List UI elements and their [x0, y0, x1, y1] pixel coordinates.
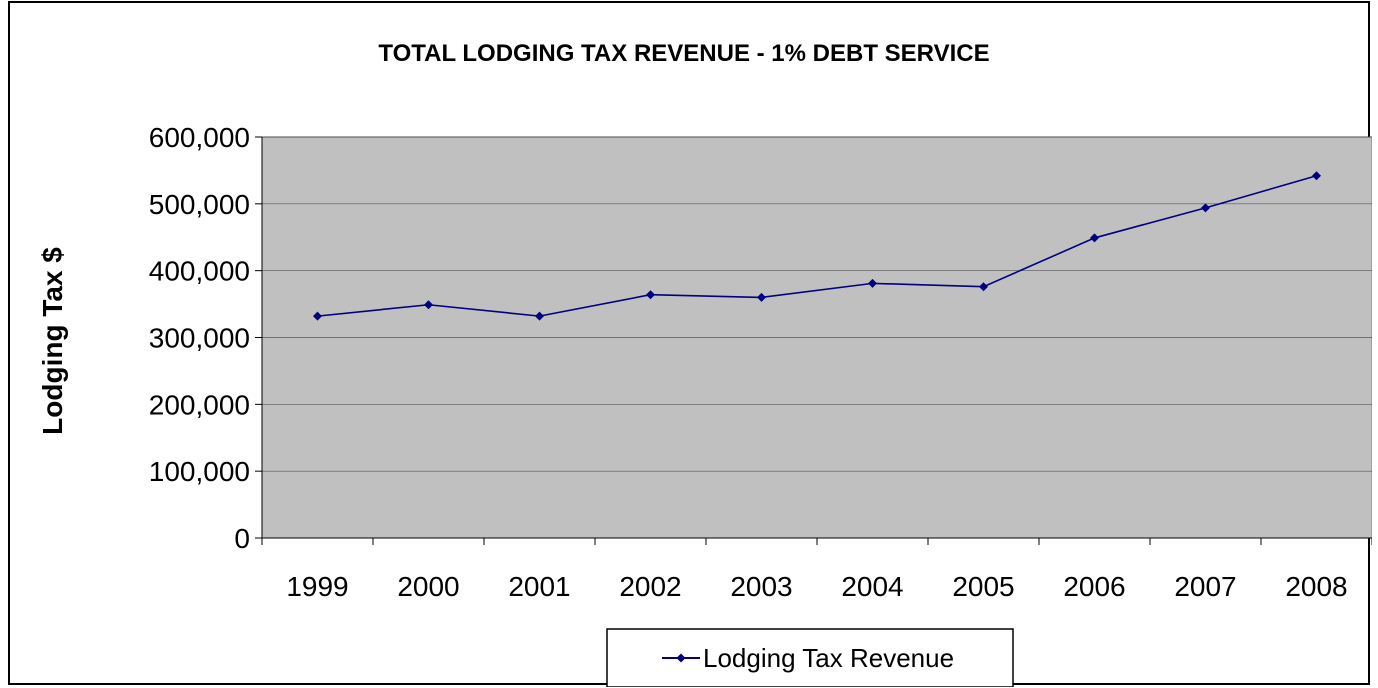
- series-layer: [313, 171, 1321, 321]
- x-tick-label: 2007: [1174, 571, 1236, 602]
- data-point: [1312, 171, 1321, 181]
- data-point: [313, 311, 322, 321]
- y-tick-label: 600,000: [149, 122, 250, 153]
- x-tick-label: 2005: [952, 571, 1014, 602]
- y-tick-label: 200,000: [149, 389, 250, 420]
- x-tick-label: 2008: [1285, 571, 1347, 602]
- chart-title: TOTAL LODGING TAX REVENUE - 1% DEBT SERV…: [378, 40, 989, 67]
- data-point: [535, 311, 544, 321]
- data-point: [868, 278, 877, 288]
- x-tick-label: 2002: [619, 571, 681, 602]
- y-tick-label: 500,000: [149, 189, 250, 220]
- axes: 0 100,000 200,000 300,000 400,000 500,000 600,…: [149, 122, 1372, 602]
- legend-series-label: Lodging Tax Revenue: [703, 643, 954, 673]
- chart-frame: TOTAL LODGING TAX REVENUE - 1% DEBT SERV…: [8, 1, 1372, 687]
- x-tick-label: 2001: [508, 571, 570, 602]
- x-tick-label: 2006: [1063, 571, 1125, 602]
- line-chart: TOTAL LODGING TAX REVENUE - 1% DEBT SERV…: [37, 40, 1372, 687]
- x-tick-label: 2004: [841, 571, 903, 602]
- data-point: [1201, 203, 1210, 213]
- y-tick-label: 0: [234, 523, 250, 554]
- series-line: [317, 174, 1317, 317]
- gridlines: [262, 136, 1372, 472]
- x-tick-label: 2000: [397, 571, 459, 602]
- y-axis-label: Lodging Tax $: [37, 247, 68, 435]
- legend: Lodging Tax Revenue: [606, 628, 1014, 687]
- x-tick-label: 1999: [286, 571, 348, 602]
- data-point: [424, 300, 433, 310]
- y-tick-label: 400,000: [149, 256, 250, 287]
- data-point: [757, 292, 766, 302]
- legend-series-marker: [676, 653, 686, 663]
- data-point: [979, 282, 988, 292]
- x-tick-label: 2003: [730, 571, 792, 602]
- data-point: [646, 290, 655, 300]
- data-point: [1090, 233, 1099, 243]
- y-tick-label: 100,000: [149, 456, 250, 487]
- y-tick-label: 300,000: [149, 323, 250, 354]
